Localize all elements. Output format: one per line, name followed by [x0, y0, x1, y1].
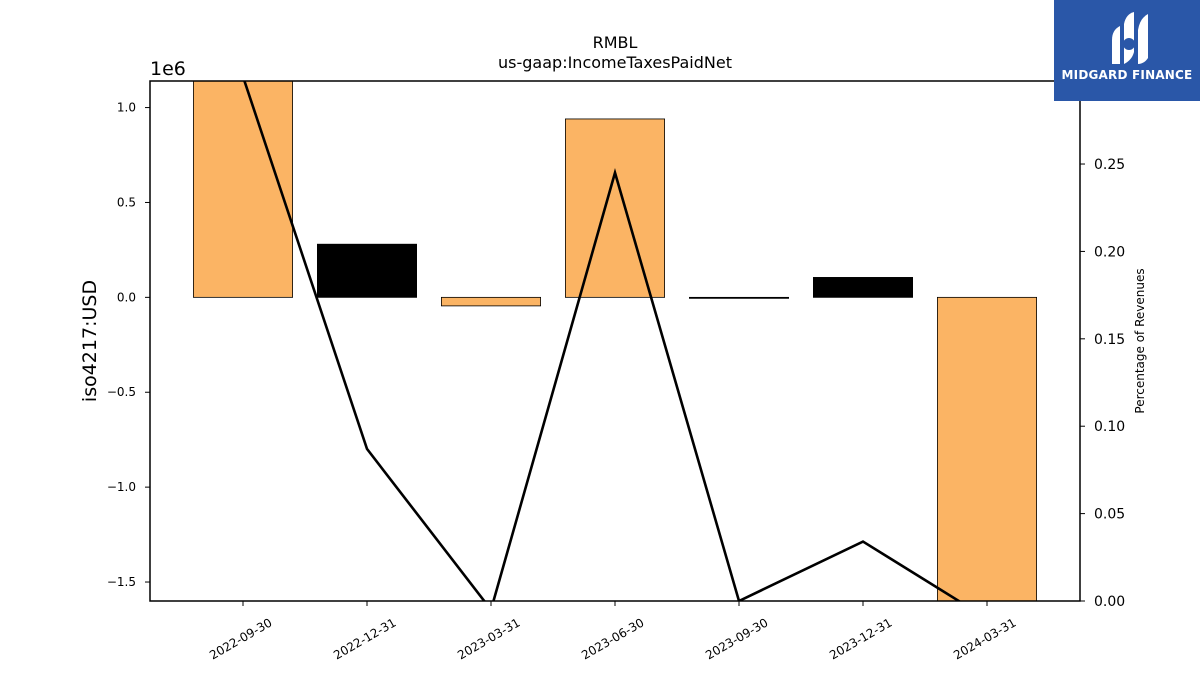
bar-2023-06-30 — [565, 118, 666, 298]
bar-2022-09-30 — [192, 81, 293, 298]
line-layer — [243, 81, 962, 601]
y-axis: 1.0 0.5 0.0 −0.5 −1.0 −1.5 — [107, 101, 150, 589]
y-axis-label: iso4217:USD — [79, 280, 101, 402]
y2-tick-label: 0.20 — [1094, 244, 1125, 260]
bar-2023-09-30 — [689, 296, 790, 299]
percentage-line — [243, 81, 962, 601]
bar-2022-12-31 — [316, 243, 417, 298]
bar-2024-03-31 — [937, 296, 1038, 601]
x-axis: 2022-09-30 2022-12-31 2023-03-31 2023-06-30… — [207, 601, 1019, 662]
x-tick-label: 2024-03-31 — [951, 615, 1018, 662]
y-tick-label: −1.5 — [107, 575, 136, 589]
y2-axis: 0.00 0.05 0.10 0.15 0.20 0.25 — [1080, 157, 1125, 610]
bar-2023-03-31 — [440, 296, 541, 307]
plot-frame — [149, 80, 1081, 602]
y2-tick-label: 0.15 — [1094, 332, 1125, 348]
y-offset-text: 1e6 — [150, 58, 186, 80]
y-tick-label: 1.0 — [117, 101, 136, 115]
x-tick-label: 2023-12-31 — [827, 615, 894, 662]
x-tick-label: 2023-06-30 — [579, 615, 646, 662]
x-tick-label: 2023-09-30 — [703, 615, 770, 662]
x-tick-label: 2022-12-31 — [331, 615, 398, 662]
bars — [192, 81, 1038, 601]
midgard-finance-logo: MIDGARD FINANCE — [1054, 0, 1200, 101]
y-tick-label: 0.0 — [117, 290, 136, 304]
y-tick-label: 0.5 — [117, 195, 136, 209]
y-tick-label: −1.0 — [107, 480, 136, 494]
x-tick-label: 2022-09-30 — [207, 615, 274, 662]
y2-tick-label: 0.25 — [1094, 157, 1125, 173]
chart-subtitle: us-gaap:IncomeTaxesPaidNet — [498, 53, 732, 72]
logo-text: MIDGARD FINANCE — [1061, 68, 1193, 82]
chart-title: RMBL — [593, 33, 638, 52]
logo-mark-icon — [1112, 12, 1148, 64]
bar-2023-12-31 — [813, 277, 914, 298]
y2-tick-label: 0.10 — [1094, 419, 1125, 435]
y2-axis-label: Percentage of Revenues — [1133, 268, 1147, 413]
y-tick-label: −0.5 — [107, 385, 136, 399]
x-tick-label: 2023-03-31 — [455, 615, 522, 662]
y2-tick-label: 0.05 — [1094, 507, 1125, 523]
y2-tick-label: 0.00 — [1094, 594, 1125, 610]
